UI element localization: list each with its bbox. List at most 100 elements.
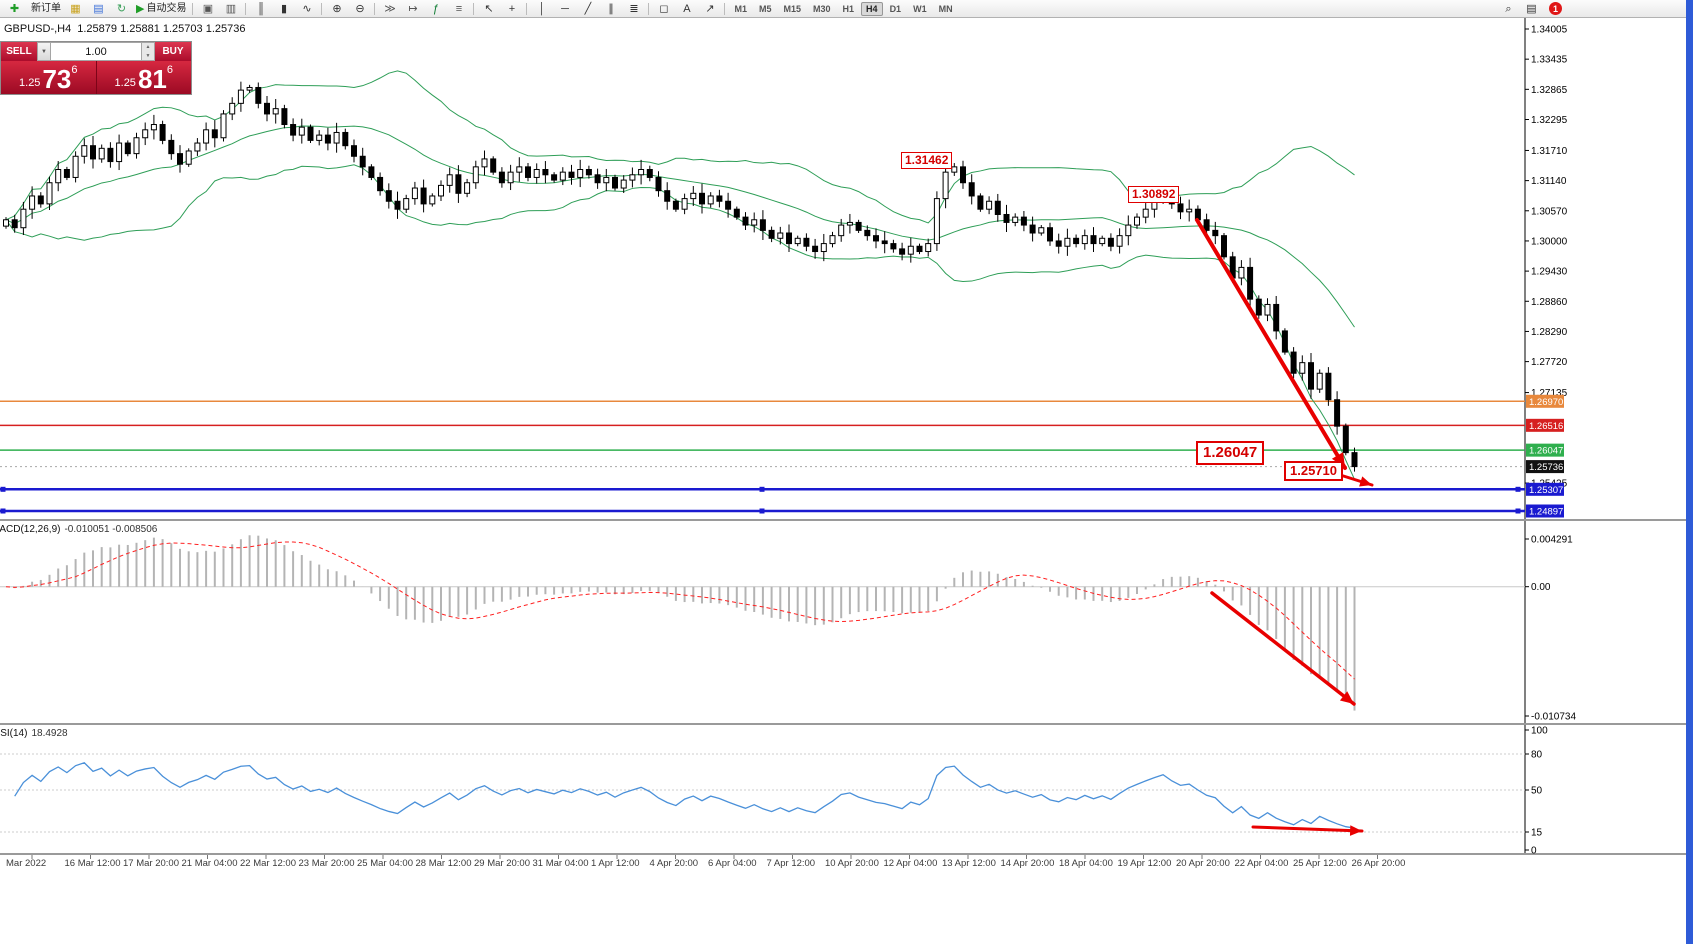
candlestick xyxy=(603,176,610,184)
timeframe-h1-button[interactable]: H1 xyxy=(842,3,855,14)
indicator-list-icon[interactable]: ≡ xyxy=(455,2,463,15)
fibonacci-icon[interactable]: ≣ xyxy=(629,2,639,15)
data-window-icon[interactable]: ▤ xyxy=(1526,2,1537,15)
timeframe-mn-button[interactable]: MN xyxy=(938,3,953,14)
candlestick xyxy=(342,131,349,147)
macd-signal-line xyxy=(5,541,1355,680)
candlestick xyxy=(359,155,366,168)
candlestick xyxy=(855,221,862,231)
candlestick xyxy=(690,192,697,200)
svg-text:1.25736: 1.25736 xyxy=(1529,462,1563,473)
candlestick xyxy=(159,124,166,141)
candlestick-chart-icon[interactable]: ▮ xyxy=(280,2,287,15)
buy-price-display[interactable]: 1.25 81 6 xyxy=(95,61,191,94)
candlestick xyxy=(324,134,331,144)
rsi-axis-tick: 80 xyxy=(1531,750,1543,761)
price-axis-tick: 1.30000 xyxy=(1531,236,1568,247)
profiles-icon[interactable]: ▤ xyxy=(93,2,104,15)
horizontal-line-icon[interactable]: ─ xyxy=(561,2,569,15)
price-axis-marker xyxy=(1526,460,1564,474)
zoom-in-icon[interactable]: ⊕ xyxy=(332,2,342,15)
candlestick xyxy=(90,145,96,160)
search-icon[interactable]: ⌕ xyxy=(1505,2,1512,15)
candlestick xyxy=(942,171,949,200)
panel-splitter[interactable] xyxy=(0,519,1686,521)
candlestick xyxy=(464,182,471,194)
auto-scroll-icon[interactable]: ≫ xyxy=(384,2,396,15)
trendline-icon[interactable]: ╱ xyxy=(584,2,592,15)
volume-input[interactable]: 1.00 xyxy=(51,42,142,61)
text-label-icon[interactable]: A xyxy=(683,2,691,15)
timeframe-d1-button[interactable]: D1 xyxy=(889,3,902,14)
chart-window-icon[interactable]: ▦ xyxy=(70,2,81,15)
chart-shift-icon[interactable]: ↦ xyxy=(408,2,418,15)
candlestick xyxy=(368,166,375,178)
candlestick xyxy=(385,190,392,202)
timeframe-m30-button[interactable]: M30 xyxy=(813,3,831,14)
time-axis-label: Mar 2022 xyxy=(6,858,46,869)
time-axis-label: 31 Mar 04:00 xyxy=(533,858,589,869)
panel-splitter[interactable] xyxy=(0,853,1686,855)
volume-up-button[interactable]: ▲ xyxy=(145,44,151,51)
candlestick xyxy=(185,150,192,165)
candlestick xyxy=(1047,227,1053,242)
candlestick xyxy=(203,129,210,144)
candlestick xyxy=(133,137,140,155)
refresh-icon[interactable]: ↻ xyxy=(116,2,127,15)
trend-arrow[interactable] xyxy=(1251,825,1364,833)
price-axis-tick: 1.28860 xyxy=(1531,297,1568,308)
timeframe-h4-button[interactable]: H4 xyxy=(861,1,883,16)
candlestick xyxy=(255,86,262,104)
cascade-windows-icon[interactable]: ▥ xyxy=(225,2,237,15)
timeframe-m1-button[interactable]: M1 xyxy=(734,3,747,14)
new-order-button[interactable]: 新订单 xyxy=(31,2,61,14)
volume-down-button[interactable]: ▼ xyxy=(145,52,151,59)
sell-price-display[interactable]: 1.25 73 6 xyxy=(1,61,96,94)
candlestick xyxy=(1003,213,1010,223)
indicators-icon[interactable]: ƒ xyxy=(432,2,440,15)
candlestick xyxy=(620,179,627,189)
cursor-icon[interactable]: ↖ xyxy=(484,2,494,15)
timeframe-m15-button[interactable]: M15 xyxy=(783,3,802,14)
sell-button[interactable]: SELL xyxy=(1,42,37,61)
candlestick xyxy=(1238,266,1245,279)
svg-text:1.26047: 1.26047 xyxy=(1529,446,1563,457)
shapes-icon[interactable]: ◻ xyxy=(659,2,669,15)
candlestick xyxy=(1134,216,1140,226)
price-axis-marker xyxy=(1526,482,1564,496)
trend-arrow[interactable] xyxy=(1210,591,1356,706)
candlestick xyxy=(951,166,958,173)
candlestick xyxy=(533,169,540,178)
timeframe-w1-button[interactable]: W1 xyxy=(913,3,927,14)
crosshair-icon[interactable]: + xyxy=(508,2,516,15)
candlestick xyxy=(890,243,897,250)
candlestick xyxy=(246,86,253,91)
candlestick xyxy=(420,187,427,205)
notification-badge[interactable]: 1 xyxy=(1549,2,1562,15)
arrow-objects-icon[interactable]: ↗ xyxy=(705,2,715,15)
rsi-axis-tick: 100 xyxy=(1531,726,1548,737)
trend-arrow[interactable] xyxy=(1195,218,1347,470)
candlestick xyxy=(925,243,932,253)
zoom-out-icon[interactable]: ⊖ xyxy=(355,2,365,15)
timeframe-m5-button[interactable]: M5 xyxy=(758,3,772,14)
candlestick xyxy=(864,229,871,237)
bollinger-band xyxy=(5,164,1355,480)
volume-dropdown-button[interactable]: ▼ xyxy=(37,42,51,61)
equidistant-channel-icon[interactable]: ∥ xyxy=(608,2,614,15)
autotrading-button[interactable]: ▶ 自动交易 xyxy=(136,2,187,15)
candlestick xyxy=(1342,425,1349,454)
panel-splitter[interactable] xyxy=(0,723,1686,725)
candlestick xyxy=(1160,193,1167,202)
line-chart-icon[interactable]: ∿ xyxy=(302,2,312,15)
candlestick xyxy=(1325,372,1332,401)
candlestick xyxy=(1299,362,1306,374)
bar-chart-icon[interactable]: ║ xyxy=(257,2,265,15)
candlestick xyxy=(846,221,853,226)
new-order-icon[interactable]: ✚ xyxy=(9,2,20,15)
vertical-line-icon[interactable]: │ xyxy=(538,2,546,15)
buy-button[interactable]: BUY xyxy=(155,42,191,61)
tile-windows-icon[interactable]: ▣ xyxy=(202,2,214,15)
candlestick xyxy=(881,240,888,245)
